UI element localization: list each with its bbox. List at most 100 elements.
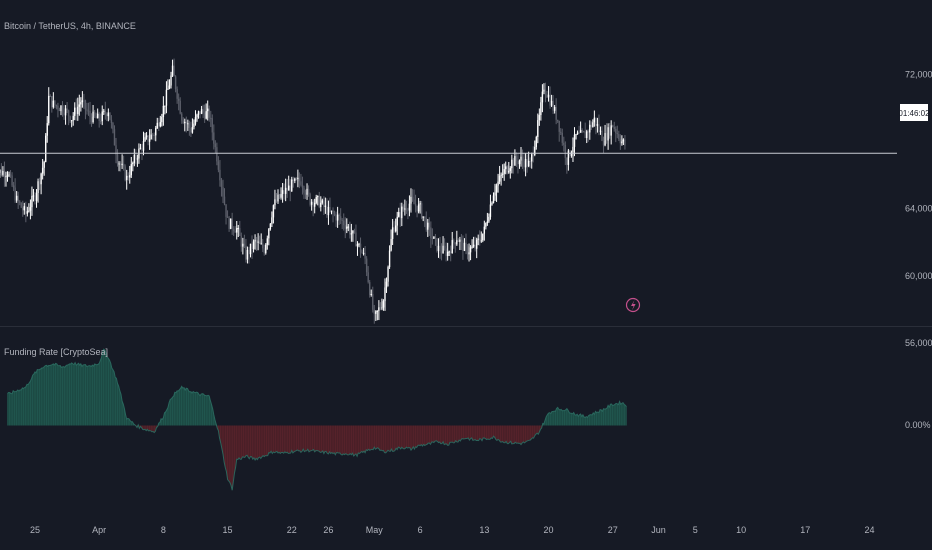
- candle-body: [207, 108, 209, 112]
- candle-body: [303, 187, 305, 193]
- candle-body: [485, 223, 487, 227]
- candle-body: [9, 174, 12, 176]
- candle-body: [563, 142, 565, 145]
- candle-body: [582, 131, 585, 133]
- candle-body: [202, 109, 204, 113]
- candle-body: [57, 105, 59, 110]
- candle-body: [34, 195, 36, 201]
- candle-body: [622, 139, 625, 142]
- candle-body: [144, 137, 146, 142]
- candle-body: [618, 134, 620, 140]
- time-tick-label: 25: [30, 525, 40, 535]
- candle-body: [592, 122, 594, 127]
- candle-body: [81, 100, 84, 103]
- candle-body: [271, 217, 273, 224]
- candle-body: [526, 158, 528, 167]
- candle-body: [373, 309, 375, 314]
- candle-body: [417, 204, 420, 212]
- candle-body: [225, 204, 227, 217]
- candle-body: [67, 110, 70, 117]
- current-time-label: 01:46:02: [898, 109, 930, 118]
- candle-body: [141, 147, 143, 151]
- price-axis[interactable]: 56,000.00 60,000.00 64,000.00 72,000.00 01:…: [898, 69, 932, 348]
- candle-body: [599, 130, 602, 132]
- candle-body: [112, 122, 114, 130]
- candle-body: [555, 106, 557, 120]
- candle-body: [122, 163, 125, 167]
- candlestick-series: [0, 58, 626, 324]
- candle-body: [232, 228, 235, 232]
- candle-body: [402, 206, 405, 210]
- candle-body: [339, 216, 342, 220]
- event-marker[interactable]: [625, 297, 641, 313]
- candle-body: [546, 94, 548, 98]
- candle-body: [78, 104, 81, 107]
- candle-body: [269, 223, 272, 230]
- candle-body: [101, 111, 103, 122]
- candle-body: [26, 211, 29, 214]
- candle-body: [333, 213, 336, 215]
- candle-body: [531, 154, 533, 162]
- candle-body: [295, 178, 298, 180]
- candle-body: [219, 169, 221, 181]
- candle-body: [294, 178, 296, 181]
- candle-body: [284, 187, 287, 194]
- candle-body: [208, 108, 210, 118]
- candle-body: [581, 130, 583, 132]
- candle-body: [535, 136, 537, 147]
- candle-body: [100, 120, 102, 122]
- candle-body: [382, 301, 385, 308]
- time-tick-label: 15: [223, 525, 233, 535]
- candle-body: [2, 171, 4, 175]
- candle-body: [64, 108, 67, 116]
- candle-body: [317, 196, 319, 198]
- candle-body: [518, 160, 521, 165]
- candle-body: [491, 202, 493, 205]
- candle-body: [52, 100, 55, 108]
- candle-body: [520, 156, 522, 161]
- candle-body: [167, 88, 169, 90]
- candle-body: [453, 240, 455, 243]
- funding-rate-pane[interactable]: Funding Rate [CryptoSea]: [4, 347, 627, 491]
- candle-body: [107, 112, 110, 117]
- candle-body: [465, 242, 467, 247]
- candle-body: [274, 199, 276, 206]
- time-axis[interactable]: 25 Apr 8 15 22 26 May 6 13 20 27 Jun 5 10 17 24: [30, 525, 874, 535]
- candle-body: [532, 154, 534, 156]
- candle-body: [70, 120, 73, 122]
- candle-body: [116, 154, 119, 164]
- candle-body: [543, 89, 545, 92]
- candle-body: [301, 184, 304, 188]
- candle-body: [22, 207, 24, 211]
- candle-body: [424, 216, 426, 219]
- candle-body: [370, 294, 372, 296]
- candle-body: [598, 124, 600, 132]
- time-tick-label: May: [366, 525, 384, 535]
- candle-body: [220, 180, 223, 188]
- candle-body: [231, 218, 233, 229]
- candle-body: [263, 248, 265, 254]
- candle-body: [35, 193, 38, 201]
- candle-body: [142, 141, 145, 151]
- candle-body: [309, 193, 311, 205]
- candle-body: [578, 132, 580, 134]
- candle-body: [445, 248, 447, 256]
- candle-body: [191, 127, 194, 133]
- candle-body: [318, 196, 320, 208]
- price-pane[interactable]: Bitcoin / TetherUS, 4h, BINANCE: [0, 21, 897, 324]
- candle-body: [343, 220, 345, 226]
- candle-body: [448, 251, 450, 253]
- candle-body: [275, 199, 278, 202]
- candle-body: [306, 188, 308, 195]
- candle-body: [14, 187, 16, 201]
- candle-body: [159, 122, 162, 127]
- candle-body: [460, 239, 463, 241]
- candle-body: [162, 105, 165, 117]
- candle-body: [472, 244, 475, 247]
- candle-body: [257, 241, 259, 243]
- candle-body: [133, 154, 136, 163]
- lightning-bolt-icon[interactable]: [625, 297, 641, 313]
- candle-body: [229, 218, 232, 229]
